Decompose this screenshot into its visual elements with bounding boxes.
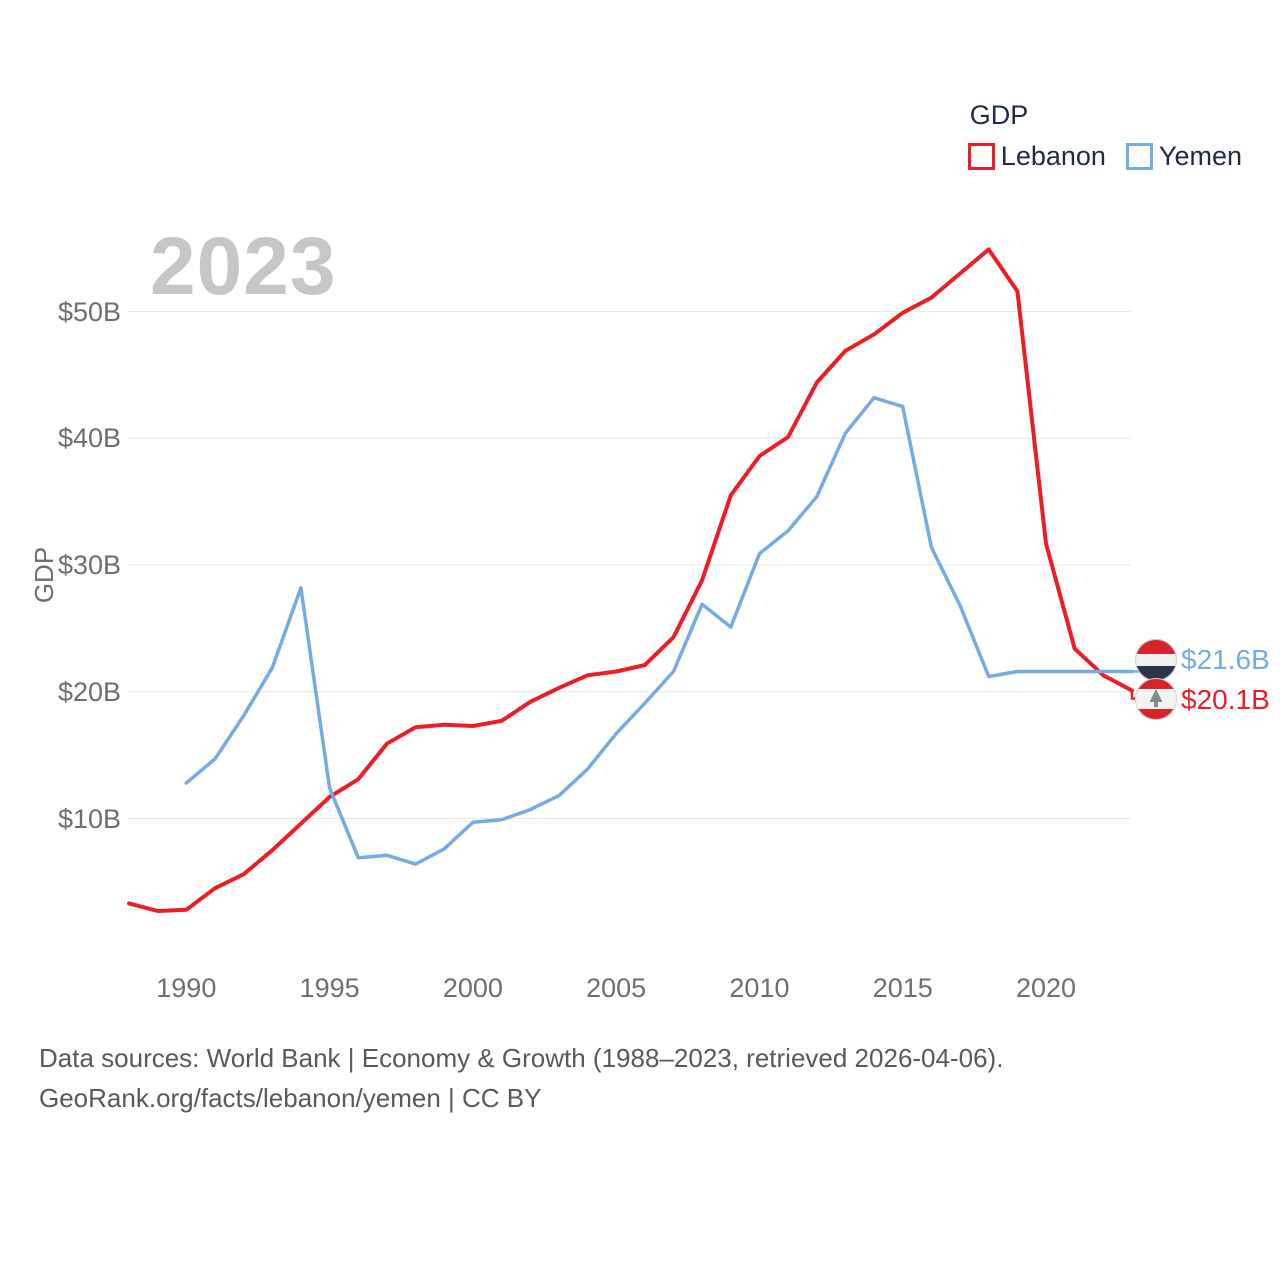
x-tick-label-1995: 1995 xyxy=(299,973,360,1003)
y-tick-label-10: $10B xyxy=(57,803,121,834)
x-tick-label-2000: 2000 xyxy=(442,973,503,1003)
legend-label-yemen: Yemen xyxy=(1158,141,1242,171)
y-tick-label-30: $30B xyxy=(57,550,121,580)
y-tick-label-20: $20B xyxy=(57,676,121,707)
legend-label-lebanon: Lebanon xyxy=(1000,141,1106,171)
yemen-end-value-label: $21.6B xyxy=(1181,644,1270,675)
watermark-year: 2023 xyxy=(150,221,337,312)
data-source-attribution: Data sources: World Bank | Economy & Gro… xyxy=(39,1038,1239,1118)
yemen-series-swatch-icon xyxy=(1125,143,1153,170)
x-tick-label-2005: 2005 xyxy=(586,973,647,1003)
y-tick-label-40: $40B xyxy=(57,423,121,454)
y-axis-title: GDP xyxy=(29,546,59,604)
x-tick-label-2015: 2015 xyxy=(872,973,933,1003)
lebanon-end-value-label: $20.1B xyxy=(1181,684,1270,715)
lebanon-gdp-line[interactable] xyxy=(127,247,1134,913)
chart-legend: GDP Lebanon Yemen xyxy=(967,100,1242,172)
x-tick-label-2010: 2010 xyxy=(729,973,790,1003)
legend-item-lebanon[interactable]: Lebanon xyxy=(967,141,1106,172)
cedar-tree-icon xyxy=(1149,689,1163,707)
yemen-gdp-line[interactable] xyxy=(184,395,1134,866)
y-tick-label-50: $50B xyxy=(57,296,121,327)
x-tick-label-1990: 1990 xyxy=(156,973,217,1003)
legend-item-yemen[interactable]: Yemen xyxy=(1125,141,1242,172)
lebanon-series-swatch-icon xyxy=(967,143,995,170)
data-sources-line: Data sources: World Bank | Economy & Gro… xyxy=(39,1043,1004,1073)
gridlines xyxy=(128,311,1131,819)
attribution-url-line: GeoRank.org/facts/lebanon/yemen | CC BY xyxy=(39,1083,542,1113)
yemen-flag-icon xyxy=(1135,639,1177,681)
lebanon-flag-icon xyxy=(1135,678,1177,720)
legend-title: GDP xyxy=(969,100,1029,130)
x-tick-label-2020: 2020 xyxy=(1015,973,1077,1003)
